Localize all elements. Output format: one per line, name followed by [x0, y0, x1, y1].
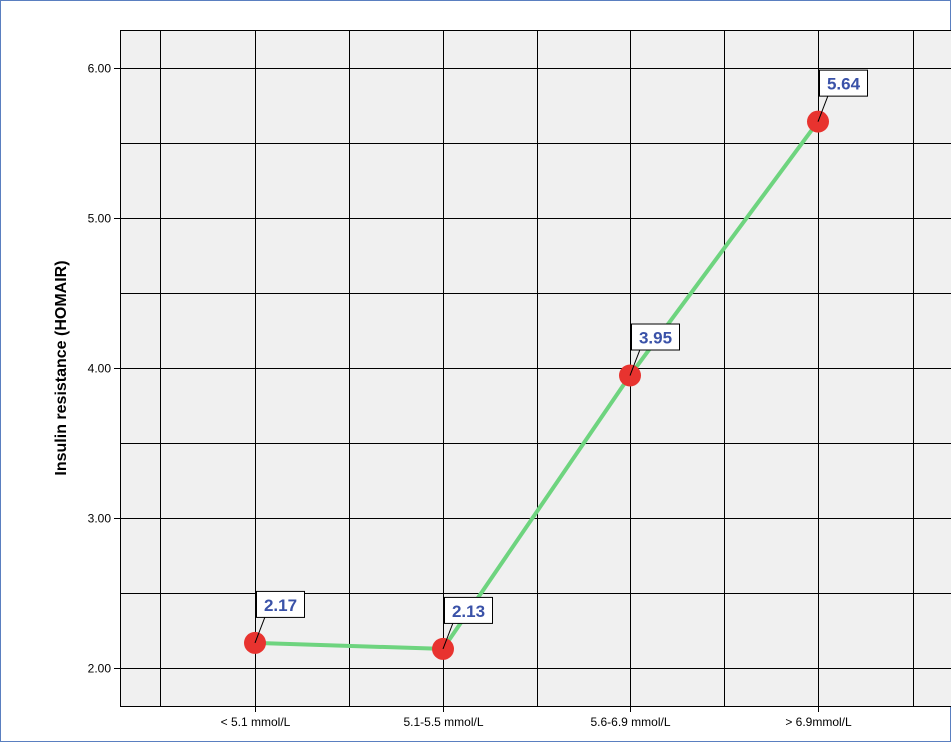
plot-border: [120, 30, 951, 707]
data-label-box: [631, 323, 680, 351]
x-tick-label: 5.6-6.9 mmol/L: [590, 715, 670, 729]
y-axis-title: Insulin resistance (HOMAIR): [53, 260, 70, 475]
axes: 2.00 3.00 4.00 5.00 6.00 < 5.1 mmol/L 5.1-5.5 …: [88, 30, 951, 729]
y-tick-label: 2.00: [88, 662, 112, 676]
data-label: 2.13: [452, 602, 485, 621]
x-tick-label: < 5.1 mmol/L: [221, 715, 291, 729]
data-label-leader: [254, 616, 266, 644]
data-label-box: [444, 596, 493, 624]
y-tick-label: 5.00: [88, 212, 112, 226]
data-label-leader: [817, 95, 829, 122]
data-label: 3.95: [639, 329, 672, 348]
data-series: [244, 110, 829, 660]
data-label-leader: [629, 349, 641, 376]
x-tick-label: > 6.9mmol/L: [785, 715, 852, 729]
y-tick-label: 4.00: [88, 362, 112, 376]
data-label-leader: [442, 622, 454, 650]
x-tick-label: 5.1-5.5 mmol/L: [403, 715, 483, 729]
data-label-box: [819, 69, 868, 97]
y-tick-label: 6.00: [88, 62, 112, 76]
data-label-box: [256, 590, 305, 618]
y-tick-label: 3.00: [88, 512, 112, 526]
series-line: [253, 119, 820, 651]
data-label: 2.17: [264, 596, 297, 615]
grid: [120, 30, 951, 706]
data-label: 5.64: [827, 75, 861, 94]
data-labels: 2.17 2.13 3.95 5.64: [254, 69, 868, 650]
